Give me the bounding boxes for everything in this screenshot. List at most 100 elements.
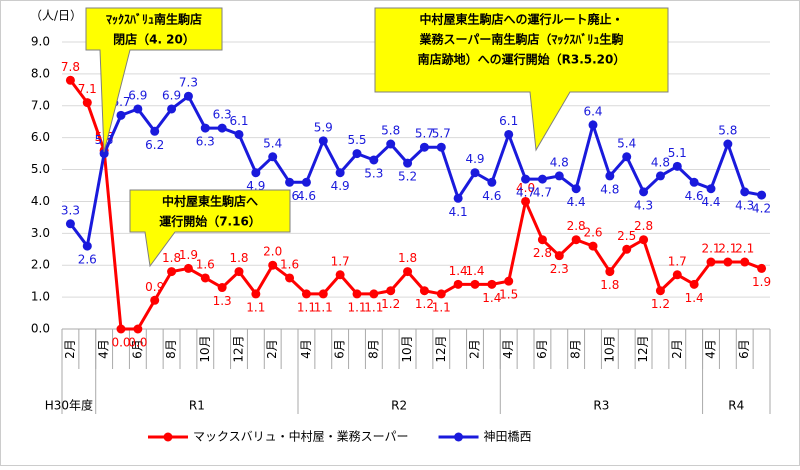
data-point (622, 244, 632, 254)
data-label: 1.2 (415, 297, 434, 311)
data-point (403, 267, 413, 277)
data-label: 4.9 (331, 179, 350, 193)
data-point (504, 129, 514, 139)
data-label: 1.1 (297, 300, 316, 314)
data-point (453, 279, 463, 289)
data-point (167, 267, 177, 277)
data-point (318, 136, 328, 146)
data-label: 4.9 (465, 152, 484, 166)
y-tick-label: 5.0 (31, 162, 50, 176)
x-tick-label: 6月 (737, 339, 751, 359)
legend-label: マックスバリュ・中村屋・業務スーパー (193, 429, 409, 444)
group-label: R3 (593, 399, 609, 413)
group-label: R1 (189, 399, 205, 413)
data-label: 1.6 (280, 257, 299, 271)
data-point (453, 193, 463, 203)
data-label: 7.3 (179, 76, 198, 90)
data-label: 2.1 (735, 242, 754, 256)
callout-box (85, 7, 223, 153)
data-label: 2.8 (567, 219, 586, 233)
y-tick-label: 0.0 (31, 322, 50, 336)
group-label: R2 (391, 399, 407, 413)
data-label: 4.4 (701, 195, 720, 209)
data-point (689, 177, 699, 187)
y-tick-label: 8.0 (31, 66, 50, 80)
data-point (335, 270, 345, 280)
data-point (740, 257, 750, 267)
data-point (268, 152, 278, 162)
x-tick-label: 8月 (164, 339, 178, 359)
data-label: 6.3 (196, 135, 215, 149)
data-label: 1.1 (432, 300, 451, 314)
data-point (335, 168, 345, 178)
data-point (183, 91, 193, 101)
data-point (588, 120, 598, 130)
data-label: 6.4 (583, 104, 602, 118)
data-label: 1.9 (752, 275, 771, 289)
data-point (504, 276, 514, 286)
data-point (521, 174, 531, 184)
data-point (133, 104, 143, 114)
x-tick-label: 4月 (704, 339, 718, 359)
data-label: 1.8 (229, 251, 248, 265)
data-label: 2.3 (550, 262, 569, 276)
data-label: 1.4 (482, 291, 501, 305)
y-tick-label: 3.0 (31, 226, 50, 240)
data-label: 1.4 (685, 291, 704, 305)
data-point (672, 161, 682, 171)
data-label: 4.2 (752, 202, 771, 216)
data-point (285, 177, 295, 187)
data-point (352, 289, 362, 299)
data-point (706, 257, 716, 267)
x-tick-label: 4月 (97, 339, 111, 359)
data-point (99, 149, 109, 159)
data-point (537, 174, 547, 184)
data-label: 4.3 (634, 198, 653, 212)
data-label: 5.8 (381, 124, 400, 138)
data-label: 6.2 (145, 138, 164, 152)
data-label: 5.4 (617, 136, 636, 150)
data-point (318, 289, 328, 299)
data-label: 4.8 (600, 182, 619, 196)
data-point (639, 235, 649, 245)
data-point (571, 184, 581, 194)
data-label: 4.0 (516, 181, 535, 195)
callout-text: 運行開始（7.16） (159, 214, 261, 229)
legend-marker (163, 432, 173, 442)
data-label: 4.6 (482, 189, 501, 203)
data-point (436, 142, 446, 152)
data-point (470, 279, 480, 289)
data-label: 4.6 (297, 189, 316, 203)
data-label: 2.8 (533, 246, 552, 260)
data-label: 6.3 (213, 108, 232, 122)
data-point (740, 187, 750, 197)
y-unit-label: （人/日） (30, 9, 82, 23)
data-label: 1.7 (668, 254, 687, 268)
data-point (167, 104, 177, 114)
data-point (183, 263, 193, 273)
y-tick-label: 4.0 (31, 194, 50, 208)
x-tick-label: 2月 (468, 339, 482, 359)
x-tick-label: 4月 (299, 339, 313, 359)
data-label: 7.1 (78, 82, 97, 96)
data-point (65, 219, 75, 229)
data-point (757, 263, 767, 273)
data-label: 1.7 (331, 254, 350, 268)
data-label: 1.2 (381, 297, 400, 311)
data-label: 1.8 (162, 251, 181, 265)
callout-text: 業務スーパー南生駒店（ﾏｯｸｽﾊﾞﾘｭ生駒 (419, 32, 624, 47)
data-point (352, 149, 362, 159)
data-label: 1.4 (449, 264, 468, 278)
data-label: 3.3 (61, 203, 80, 217)
data-point (571, 235, 581, 245)
data-label: 2.1 (718, 242, 737, 256)
data-point (116, 324, 126, 334)
data-point (150, 295, 160, 305)
data-label: 1.6 (196, 257, 215, 271)
data-point (116, 110, 126, 120)
data-label: 5.9 (314, 120, 333, 134)
data-label: 1.8 (398, 251, 417, 265)
x-tick-label: 10月 (198, 335, 212, 362)
x-tick-label: 10月 (602, 335, 616, 362)
